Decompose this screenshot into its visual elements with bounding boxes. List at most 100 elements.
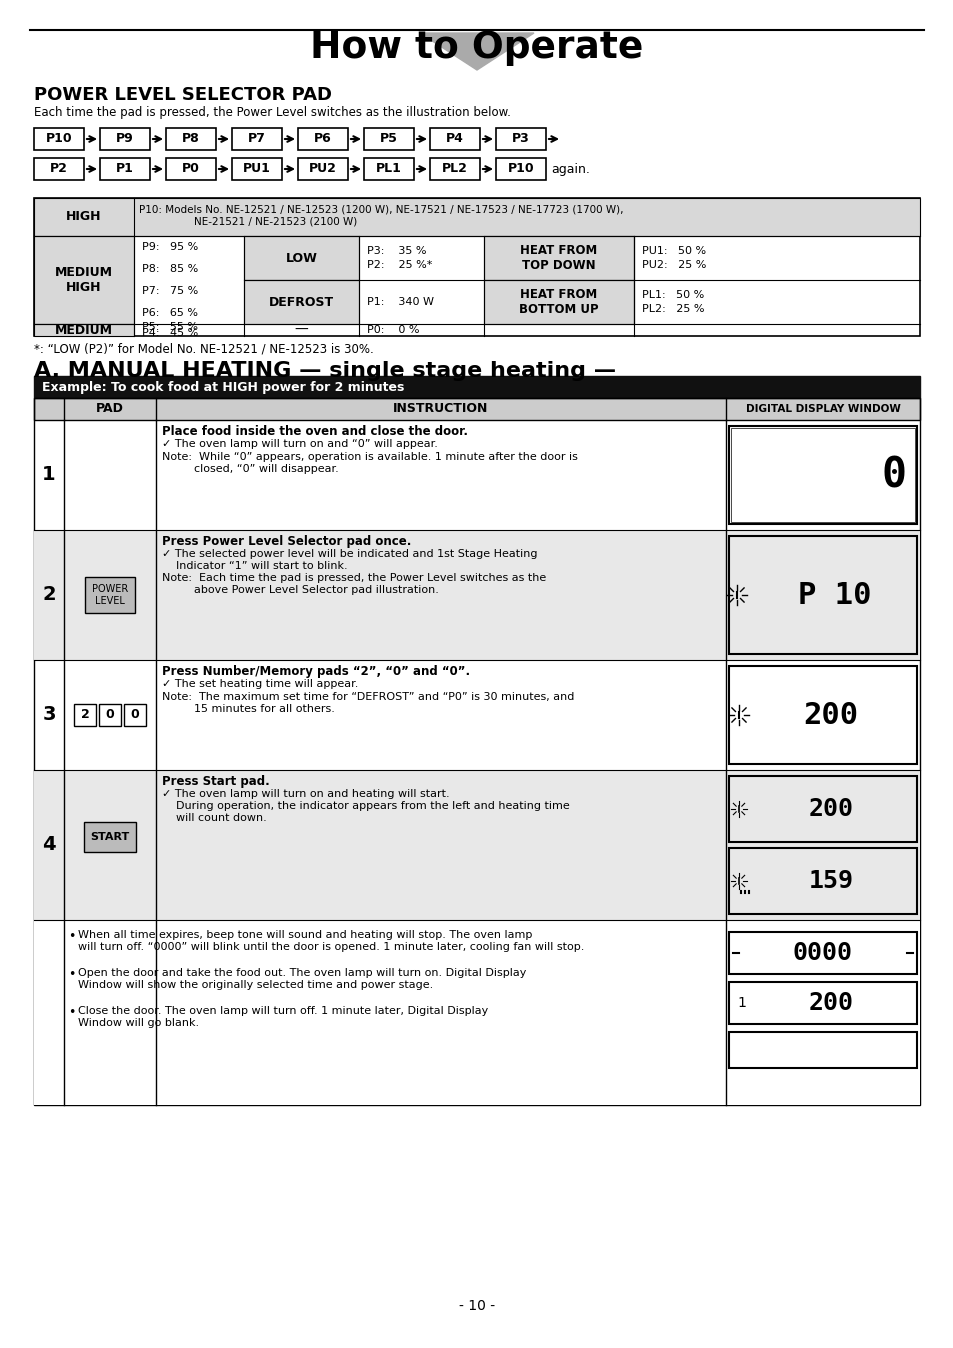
- Bar: [244, 280, 358, 324]
- Text: 0: 0: [131, 709, 139, 721]
- Text: 3: 3: [42, 705, 55, 724]
- Bar: [496, 128, 545, 150]
- Bar: [728, 666, 916, 764]
- Text: PU1:   50 %: PU1: 50 %: [641, 245, 705, 256]
- Text: P6: P6: [314, 132, 332, 146]
- Bar: [34, 770, 919, 919]
- Text: will count down.: will count down.: [175, 813, 267, 824]
- Bar: [34, 324, 133, 336]
- Text: P5:   55 %: P5: 55 %: [142, 322, 198, 332]
- Text: Note:  While “0” appears, operation is available. 1 minute after the door is: Note: While “0” appears, operation is av…: [162, 452, 578, 462]
- Bar: [34, 128, 84, 150]
- Bar: [85, 577, 135, 613]
- Text: 2: 2: [81, 709, 90, 721]
- Text: P9: P9: [116, 132, 133, 146]
- Text: above Power Level Selector pad illustration.: above Power Level Selector pad illustrat…: [193, 585, 438, 594]
- Text: P4: P4: [446, 132, 463, 146]
- Text: 0: 0: [106, 709, 114, 721]
- Text: closed, “0” will disappear.: closed, “0” will disappear.: [193, 464, 338, 474]
- Text: P10: P10: [507, 163, 534, 175]
- Bar: [244, 236, 358, 280]
- Text: PAD: PAD: [96, 403, 124, 415]
- Bar: [100, 158, 150, 181]
- Text: 200: 200: [807, 797, 853, 821]
- Text: HEAT FROM
BOTTOM UP: HEAT FROM BOTTOM UP: [518, 288, 598, 315]
- Text: Press Start pad.: Press Start pad.: [162, 775, 270, 789]
- Bar: [297, 158, 348, 181]
- Text: P1: P1: [116, 163, 133, 175]
- Bar: [34, 198, 919, 236]
- Text: ✓ The selected power level will be indicated and 1st Stage Heating: ✓ The selected power level will be indic…: [162, 549, 537, 559]
- Text: Open the door and take the food out. The oven lamp will turn on. Digital Display: Open the door and take the food out. The…: [78, 968, 526, 979]
- Text: 2: 2: [42, 585, 56, 604]
- Text: P2:    25 %*: P2: 25 %*: [367, 260, 432, 270]
- Text: Press Number/Memory pads “2”, “0” and “0”.: Press Number/Memory pads “2”, “0” and “0…: [162, 665, 470, 678]
- Bar: [232, 128, 282, 150]
- Text: P8: P8: [182, 132, 200, 146]
- Bar: [34, 398, 919, 1105]
- Text: P0: P0: [182, 163, 200, 175]
- Text: •: •: [68, 968, 75, 981]
- Text: PL1: PL1: [375, 163, 401, 175]
- Text: PU1: PU1: [243, 163, 271, 175]
- Bar: [728, 981, 916, 1024]
- Text: P9:   95 %: P9: 95 %: [142, 243, 198, 252]
- Bar: [34, 198, 919, 336]
- Text: 1: 1: [737, 996, 745, 1010]
- Text: PL2:   25 %: PL2: 25 %: [641, 305, 703, 314]
- Text: 159: 159: [807, 869, 853, 892]
- Bar: [74, 704, 96, 727]
- Text: 4: 4: [42, 836, 56, 855]
- Text: P0:    0 %: P0: 0 %: [367, 325, 419, 336]
- Bar: [728, 1033, 916, 1068]
- Text: Each time the pad is pressed, the Power Level switches as the illustration below: Each time the pad is pressed, the Power …: [34, 106, 511, 119]
- Text: P4:   45 %: P4: 45 %: [142, 328, 198, 338]
- Text: again.: again.: [551, 163, 589, 175]
- Text: Note:  Each time the pad is pressed, the Power Level switches as the: Note: Each time the pad is pressed, the …: [162, 573, 546, 582]
- Bar: [496, 158, 545, 181]
- Text: Window will go blank.: Window will go blank.: [78, 1018, 199, 1029]
- Text: PL1:   50 %: PL1: 50 %: [641, 290, 703, 301]
- Bar: [124, 704, 146, 727]
- Text: P 10: P 10: [798, 581, 871, 609]
- Text: —: —: [294, 324, 308, 337]
- Text: Close the door. The oven lamp will turn off. 1 minute later, Digital Display: Close the door. The oven lamp will turn …: [78, 1006, 488, 1016]
- Text: P8:   85 %: P8: 85 %: [142, 264, 198, 274]
- Text: Indicator “1” will start to blink.: Indicator “1” will start to blink.: [175, 561, 347, 572]
- Bar: [232, 158, 282, 181]
- Text: INSTRUCTION: INSTRUCTION: [393, 403, 488, 415]
- Bar: [34, 158, 84, 181]
- Text: P10: P10: [46, 132, 72, 146]
- Bar: [483, 280, 634, 324]
- Text: MEDIUM: MEDIUM: [55, 324, 112, 337]
- Text: 0000: 0000: [792, 941, 852, 965]
- Bar: [166, 158, 215, 181]
- Text: P3:    35 %: P3: 35 %: [367, 245, 426, 256]
- Bar: [100, 128, 150, 150]
- Bar: [166, 128, 215, 150]
- Text: Note:  The maximum set time for “DEFROST” and “P0” is 30 minutes, and: Note: The maximum set time for “DEFROST”…: [162, 692, 574, 702]
- Bar: [483, 236, 634, 280]
- Text: 15 minutes for all others.: 15 minutes for all others.: [193, 704, 335, 714]
- Text: Place food inside the oven and close the door.: Place food inside the oven and close the…: [162, 425, 468, 438]
- Bar: [430, 158, 479, 181]
- Text: ✓ The set heating time will appear.: ✓ The set heating time will appear.: [162, 679, 358, 689]
- Text: •: •: [68, 930, 75, 944]
- Bar: [430, 128, 479, 150]
- Polygon shape: [419, 32, 534, 70]
- Text: P5: P5: [379, 132, 397, 146]
- Text: DIGITAL DISPLAY WINDOW: DIGITAL DISPLAY WINDOW: [745, 404, 900, 414]
- Text: ✓ The oven lamp will turn on and “0” will appear.: ✓ The oven lamp will turn on and “0” wil…: [162, 439, 437, 449]
- Text: A. MANUAL HEATING — single stage heating —: A. MANUAL HEATING — single stage heating…: [34, 361, 616, 381]
- Text: 0: 0: [882, 454, 906, 496]
- Text: - 10 -: - 10 -: [458, 1299, 495, 1313]
- Bar: [728, 848, 916, 914]
- Text: PU2:   25 %: PU2: 25 %: [641, 260, 705, 270]
- Text: •: •: [68, 1006, 75, 1019]
- Text: *: “LOW (P2)” for Model No. NE-12521 / NE-12523 is 30%.: *: “LOW (P2)” for Model No. NE-12521 / N…: [34, 342, 374, 356]
- Text: P2: P2: [50, 163, 68, 175]
- Text: P10: Models No. NE-12521 / NE-12523 (1200 W), NE-17521 / NE-17523 / NE-17723 (17: P10: Models No. NE-12521 / NE-12523 (120…: [139, 205, 623, 214]
- Text: ✓ The oven lamp will turn on and heating will start.: ✓ The oven lamp will turn on and heating…: [162, 789, 449, 799]
- Bar: [728, 537, 916, 654]
- Bar: [364, 128, 414, 150]
